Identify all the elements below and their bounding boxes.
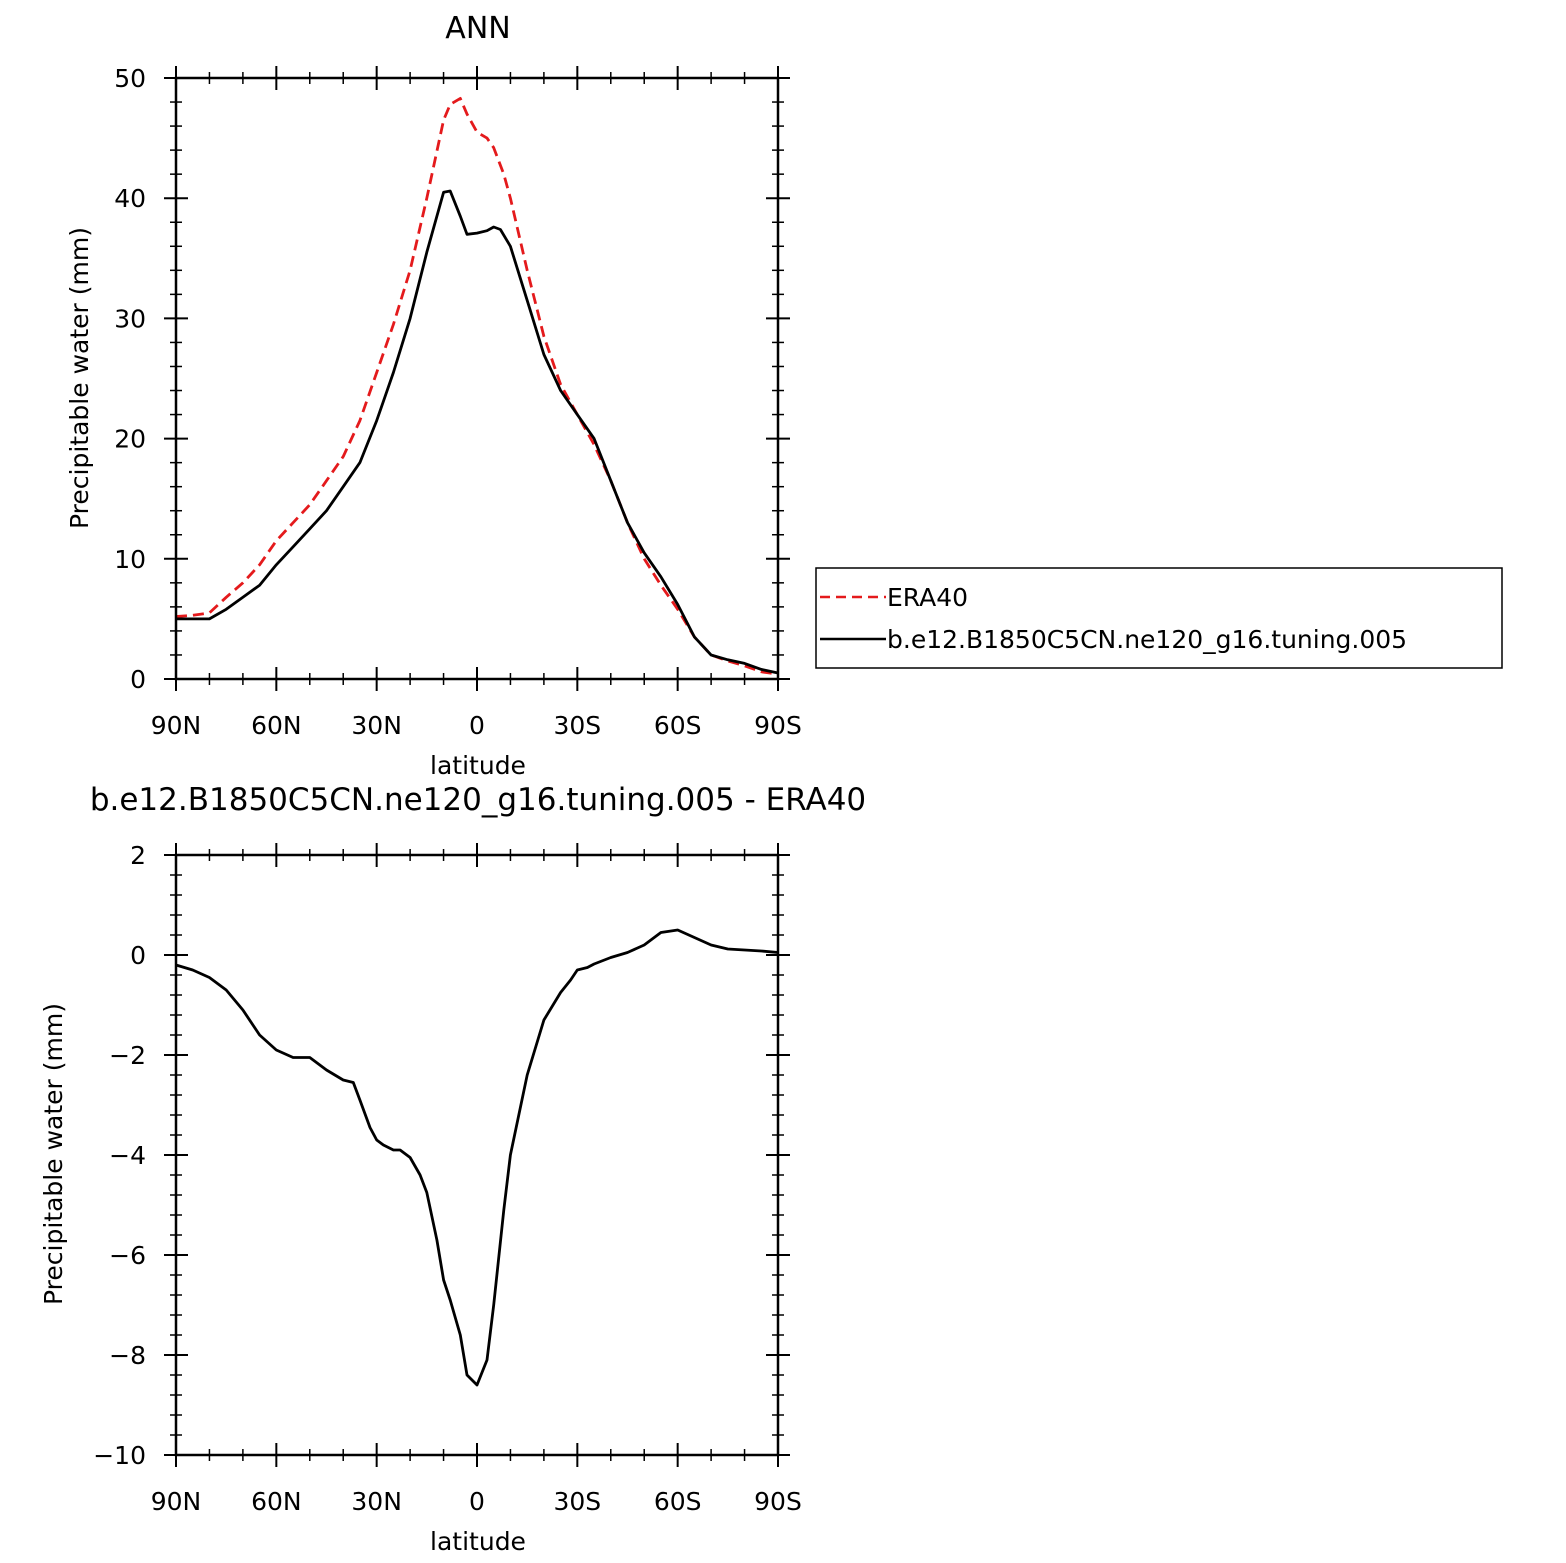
top-x-tick-label: 30N [351,711,402,740]
bottom-series-group [175,928,779,1387]
bottom-plot-frame [174,853,780,1457]
top-chart-title: ANN [445,11,510,46]
top-panel: ANN Precipitable water (mm) latitude 90N… [65,11,802,780]
bottom-y-tick-label: −2 [109,1041,146,1070]
top-y-tick-label: 10 [114,545,146,574]
bottom-y-tick-label: −6 [109,1241,146,1270]
top-y-tick-label: 20 [114,425,146,454]
top-series-group [175,97,779,676]
bottom-y-tick-label: −10 [93,1441,146,1470]
legend-label-era40: ERA40 [887,583,968,612]
top-x-tick-label: 90N [151,711,202,740]
bottom-y-tick-label: 2 [130,841,146,870]
bottom-x-tick-label: 90N [151,1487,202,1516]
top-x-tick-label: 60N [251,711,302,740]
bottom-panel: b.e12.B1850C5CN.ne120_g16.tuning.005 - E… [39,782,866,1556]
top-x-axis-label: latitude [430,751,526,780]
bottom-x-tick-label: 30S [553,1487,601,1516]
top-y-axis-label: Precipitable water (mm) [65,227,94,529]
top-series-line-model [176,189,779,675]
top-x-tick-label: 60S [654,711,702,740]
legend-label-model: b.e12.B1850C5CN.ne120_g16.tuning.005 [887,625,1407,654]
top-plot-frame [174,76,780,681]
bottom-x-axis-label: latitude [430,1527,526,1556]
bottom-x-tick-label: 30N [351,1487,402,1516]
bottom-x-tick-label: 60N [251,1487,302,1516]
top-axes: 90N 60N 30N 0 30S 60S 90S 0 10 20 30 40 50 [114,64,802,740]
top-series-line-era40 [175,97,779,676]
bottom-axes: 90N 60N 30N 0 30S 60S 90S −10 −8 −6 −4 −2 0 2 [93,841,802,1516]
bottom-chart-title: b.e12.B1850C5CN.ne120_g16.tuning.005 - E… [90,782,866,818]
top-x-tick-label: 90S [754,711,802,740]
bottom-y-tick-label: −8 [109,1341,146,1370]
legend: ERA40 b.e12.B1850C5CN.ne120_g16.tuning.0… [815,567,1503,669]
bottom-y-tick-label: 0 [130,941,146,970]
bottom-y-axis-label: Precipitable water (mm) [39,1003,68,1305]
legend-box [815,567,1503,669]
bottom-x-tick-label: 0 [469,1487,485,1516]
bottom-series-line-difference [175,928,779,1387]
top-y-tick-label: 40 [114,184,146,213]
bottom-x-tick-label: 60S [654,1487,702,1516]
top-x-tick-label: 0 [469,711,485,740]
top-y-tick-label: 0 [130,665,146,694]
top-y-tick-label: 50 [114,64,146,93]
bottom-y-tick-label: −4 [109,1141,146,1170]
top-x-tick-label: 30S [553,711,601,740]
top-y-tick-label: 30 [114,304,146,333]
bottom-x-tick-label: 90S [754,1487,802,1516]
